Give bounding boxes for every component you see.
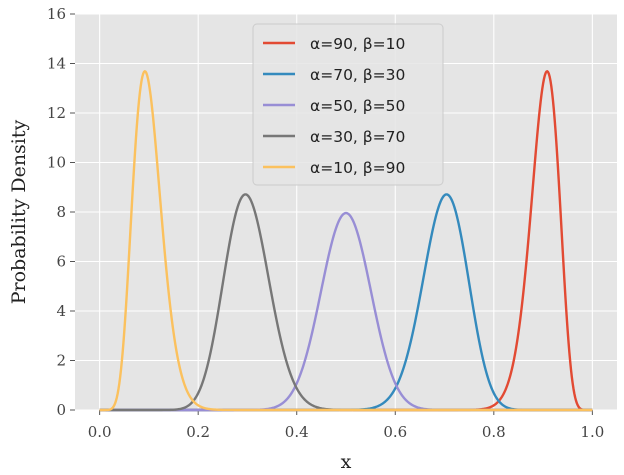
y-tick-label: 16 — [47, 5, 66, 23]
x-tick-label: 0.2 — [186, 423, 210, 441]
legend-box — [252, 23, 444, 186]
y-tick-label: 12 — [47, 104, 66, 122]
legend-label: α=50, β=50 — [310, 97, 405, 115]
x-axis-label: x — [341, 451, 352, 473]
y-tick-label: 6 — [56, 253, 66, 271]
y-tick-label: 10 — [47, 154, 66, 172]
y-tick-label: 0 — [56, 401, 66, 419]
y-axis-label: Probability Density — [8, 119, 30, 304]
legend-label: α=70, β=30 — [310, 66, 405, 84]
series-line — [99, 70, 593, 412]
x-tick-label: 0.8 — [482, 423, 506, 441]
y-tick-label: 2 — [56, 352, 66, 370]
x-axis-ticks: 0.0 0.2 0.4 0.6 0.8 1.0 — [88, 410, 604, 441]
legend-label: α=90, β=10 — [310, 35, 405, 53]
x-tick-label: 1.0 — [580, 423, 604, 441]
y-tick-label: 14 — [47, 55, 66, 73]
y-axis-ticks: 0 2 4 6 8 10 12 14 16 — [47, 5, 75, 419]
x-tick-label: 0.4 — [285, 423, 309, 441]
legend-label: α=10, β=90 — [310, 159, 405, 177]
series-lines — [99, 70, 593, 412]
legend-label: α=30, β=70 — [310, 128, 405, 146]
x-tick-label: 0.0 — [88, 423, 112, 441]
grid — [75, 13, 617, 411]
x-tick-label: 0.6 — [383, 423, 407, 441]
legend: α=90, β=10 α=70, β=30 α=50, β=50 α=30, β=70… — [252, 23, 444, 186]
y-tick-label: 8 — [56, 203, 66, 221]
y-tick-label: 4 — [56, 302, 66, 320]
